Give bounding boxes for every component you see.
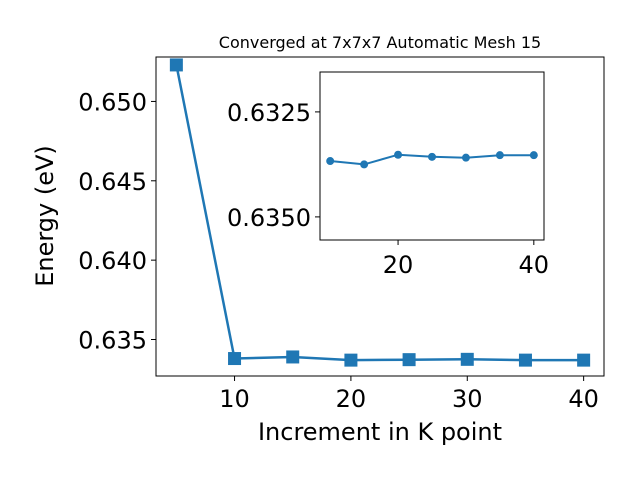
x-axis-label: Increment in K point bbox=[258, 418, 502, 446]
inset-data-point bbox=[326, 157, 335, 166]
main-x-tick-label: 40 bbox=[568, 385, 599, 413]
main-y-tick-label: 0.640 bbox=[78, 247, 147, 275]
main-data-point bbox=[228, 352, 242, 366]
inset-y-tick-label: 0.6325 bbox=[227, 99, 311, 127]
main-y-tick-label: 0.650 bbox=[78, 88, 147, 116]
main-x-tick-label: 30 bbox=[452, 385, 483, 413]
main-data-point bbox=[577, 353, 591, 367]
y-axis-label: Energy (eV) bbox=[31, 145, 59, 287]
main-y-tick-label: 0.635 bbox=[78, 326, 147, 354]
inset-x-tick-label: 20 bbox=[383, 251, 414, 279]
main-data-point bbox=[169, 58, 183, 72]
inset-plot: 20 40 0.6325 0.6350 bbox=[227, 71, 550, 279]
main-x-tick-label: 20 bbox=[336, 385, 367, 413]
main-axes-frame bbox=[155, 56, 605, 377]
inset-data-point bbox=[428, 152, 436, 161]
inset-axes-frame bbox=[319, 71, 545, 241]
inset-data-point bbox=[461, 153, 470, 162]
main-y-tick-label: 0.645 bbox=[78, 168, 147, 196]
main-data-point bbox=[402, 353, 416, 367]
main-x-tick-label: 10 bbox=[219, 385, 250, 413]
inset-data-point bbox=[360, 160, 369, 169]
main-series-line bbox=[175, 64, 584, 362]
chart-title: Converged at 7x7x7 Automatic Mesh 15 bbox=[219, 33, 541, 52]
main-data-point bbox=[460, 352, 474, 366]
inset-y-tick-label: 0.6350 bbox=[227, 204, 311, 232]
inset-data-point bbox=[394, 150, 403, 159]
main-plot: 10 20 30 40 0.635 0.640 0.645 0.650 bbox=[78, 56, 605, 413]
main-data-point bbox=[344, 353, 358, 367]
inset-data-point bbox=[529, 151, 538, 160]
main-data-point bbox=[518, 353, 532, 367]
inset-x-tick-label: 40 bbox=[519, 251, 550, 279]
inset-data-point bbox=[495, 151, 504, 160]
main-data-point bbox=[286, 350, 300, 364]
